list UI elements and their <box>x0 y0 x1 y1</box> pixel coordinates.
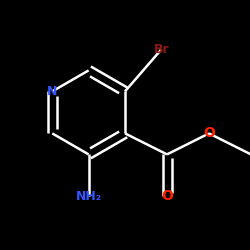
Text: O: O <box>203 126 215 140</box>
Text: O: O <box>161 190 173 203</box>
Text: N: N <box>47 85 58 98</box>
Text: NH₂: NH₂ <box>76 190 102 203</box>
Text: Br: Br <box>154 43 169 56</box>
